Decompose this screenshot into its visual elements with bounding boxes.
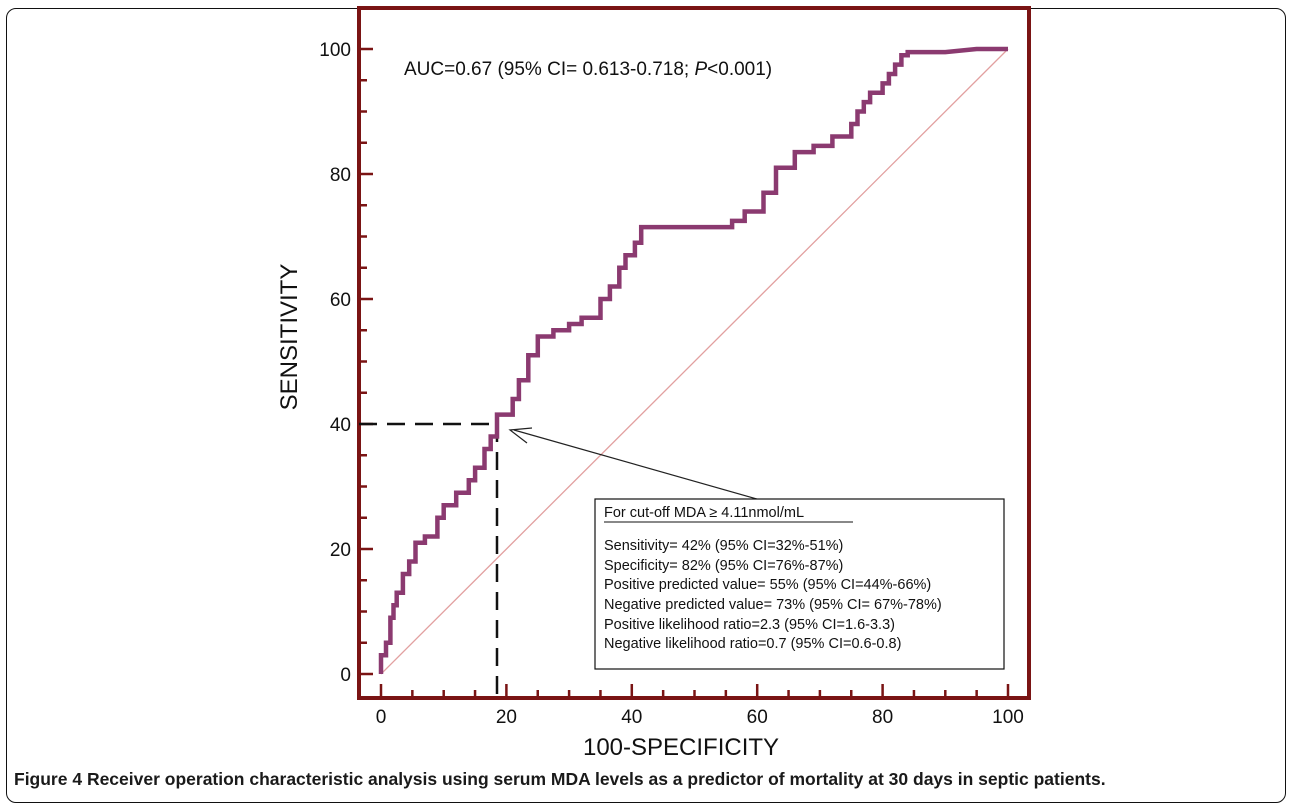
axis-tick-labels: 0 20 40 60 80 100 0 20 40 60 80 100 — [319, 40, 1024, 728]
annotation-arrowhead — [508, 427, 533, 444]
auc-annotation-prefix: AUC=0.67 (95% CI= 0.613-0.718; — [404, 59, 694, 80]
info-box-line: Sensitivity= 42% (95% CI=32%-51%) — [604, 538, 843, 554]
x-axis-title: 100-SPECIFICITY — [583, 734, 779, 761]
y-tick-label: 40 — [330, 415, 351, 436]
annotation-arrow-line — [513, 429, 786, 508]
auc-annotation-suffix: <0.001) — [707, 59, 772, 80]
y-tick-label: 100 — [319, 40, 351, 61]
y-tick-label: 0 — [340, 665, 351, 686]
figure-caption-text: Receiver operation characteristic analys… — [82, 769, 1106, 789]
auc-annotation-p-italic: P — [694, 59, 707, 80]
info-box-border — [594, 498, 1005, 670]
info-box-header: For cut-off MDA ≥ 4.11nmol/mL — [604, 505, 804, 521]
y-tick-label: 80 — [330, 165, 351, 186]
info-box-line: Negative predicted value= 73% (95% CI= 6… — [604, 597, 942, 613]
roc-curve-line — [378, 46, 1008, 674]
info-box-line: Specificity= 82% (95% CI=76%-87%) — [604, 558, 843, 574]
info-box-line: Positive likelihood ratio=2.3 (95% CI=1.… — [604, 617, 895, 633]
info-box-line: Negative likelihood ratio=0.7 (95% CI=0.… — [604, 636, 901, 652]
x-tick-label: 0 — [376, 707, 387, 728]
y-tick-label: 20 — [330, 540, 351, 561]
x-tick-label: 60 — [747, 707, 768, 728]
cutoff-info-box: For cut-off MDA ≥ 4.11nmol/mL Sensitivit… — [594, 498, 1005, 670]
y-tick-label: 60 — [330, 290, 351, 311]
figure-caption-label: Figure 4 — [14, 769, 83, 789]
x-tick-label: 20 — [496, 707, 517, 728]
x-tick-label: 100 — [992, 707, 1024, 728]
x-tick-label: 40 — [621, 707, 642, 728]
x-tick-label: 80 — [872, 707, 893, 728]
y-axis-title: SENSITIVITY — [276, 264, 303, 411]
reference-diagonal-line — [380, 48, 1009, 675]
figure-caption: Figure 4 Receiver operation characterist… — [14, 769, 1106, 790]
info-box-line: Positive predicted value= 55% (95% CI=44… — [604, 577, 931, 593]
auc-annotation: AUC=0.67 (95% CI= 0.613-0.718; P<0.001) — [404, 59, 772, 80]
